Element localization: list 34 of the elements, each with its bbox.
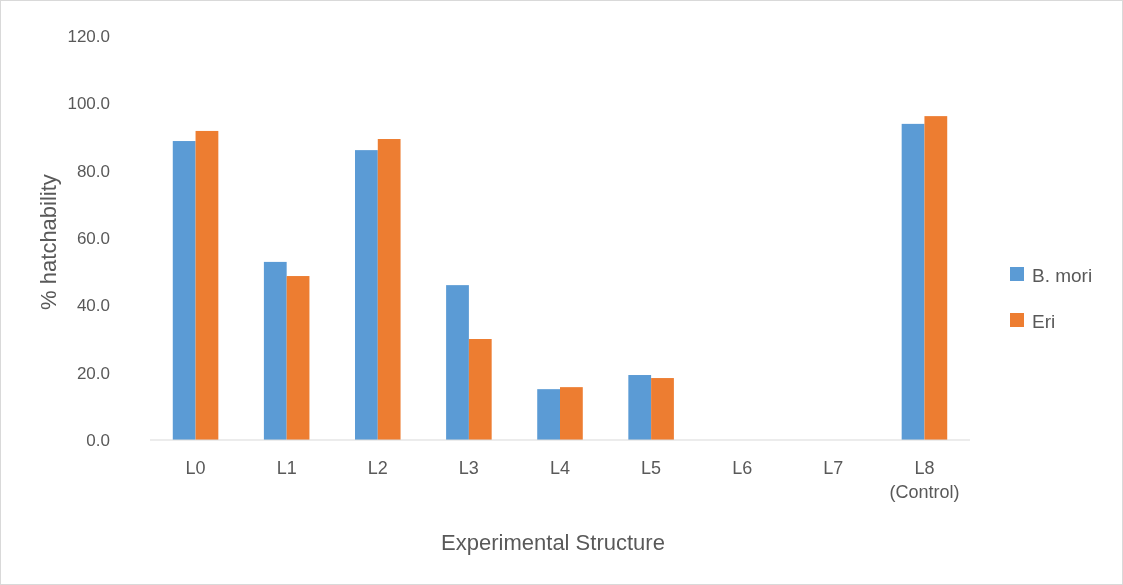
bar <box>468 339 492 440</box>
bar <box>446 285 469 440</box>
bar <box>901 123 925 440</box>
bar <box>355 150 378 440</box>
x-tick-label: L5 <box>641 458 662 478</box>
x-tick-label: L4 <box>549 458 571 478</box>
y-tick-label: 0.0 <box>86 430 110 450</box>
x-tick-label: L1 <box>276 458 297 478</box>
bar <box>651 378 674 440</box>
y-tick-label: 60.0 <box>76 228 110 248</box>
y-tick-label: 100.0 <box>67 94 110 114</box>
x-tick-label: L0 <box>185 458 206 478</box>
bar <box>172 141 196 440</box>
x-tick-label: L8 (Control) <box>889 458 960 502</box>
y-tick-label: 120.0 <box>67 26 110 46</box>
bar <box>263 261 287 440</box>
y-tick-label: 80.0 <box>76 161 110 181</box>
legend-label: B. mori <box>1032 264 1093 286</box>
y-tick-label: 40.0 <box>76 296 110 316</box>
bar <box>924 116 948 440</box>
bar <box>377 139 401 440</box>
x-tick-label: L2 <box>367 458 388 478</box>
bar <box>537 389 560 440</box>
x-tick-label: L6 <box>732 458 753 478</box>
bar <box>286 276 310 440</box>
y-tick-label: 20.0 <box>76 363 110 383</box>
x-axis-title: Experimental Structure <box>441 530 665 555</box>
y-axis-title: % hatchability <box>36 174 61 310</box>
x-tick-label: L7 <box>823 458 844 478</box>
legend-label: Eri <box>1032 310 1056 332</box>
x-tick-label: L3 <box>458 458 479 478</box>
bar <box>628 375 652 440</box>
bar <box>195 130 219 440</box>
bar <box>560 387 583 440</box>
